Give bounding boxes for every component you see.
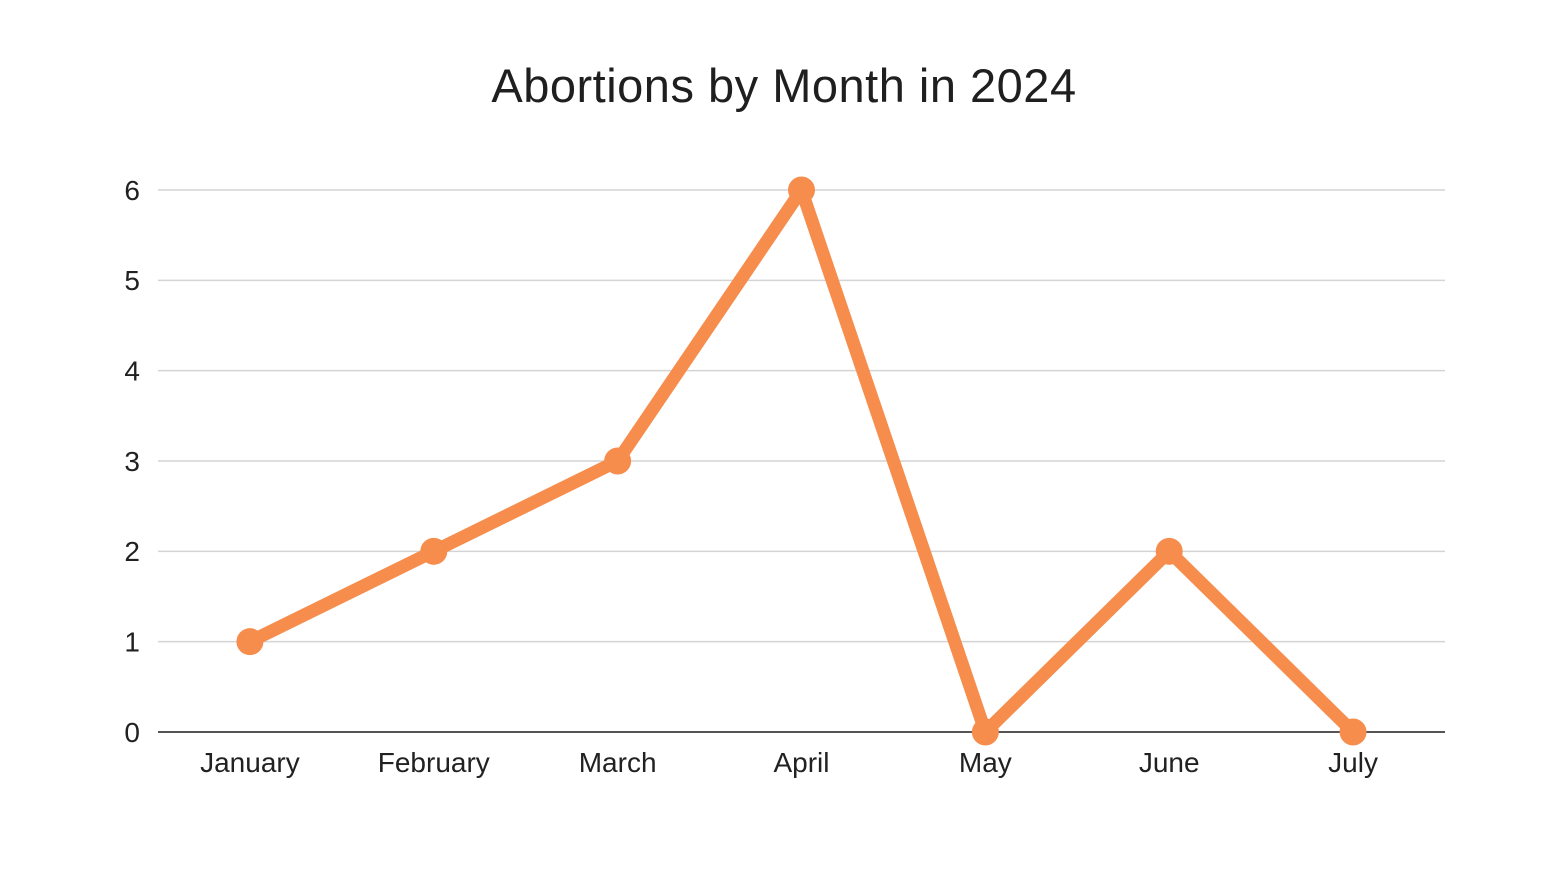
x-axis-label: June [1139,747,1200,778]
x-axis-label: March [579,747,657,778]
x-axis-label: January [200,747,300,778]
x-axis-label: February [378,747,490,778]
x-axis-label: May [959,747,1012,778]
x-axis-label: April [773,747,829,778]
data-point [236,628,264,656]
y-tick-label: 0 [124,717,140,748]
data-point [971,718,999,746]
x-axis-label: July [1328,747,1378,778]
data-point [1155,537,1183,565]
data-point [604,447,632,475]
y-tick-label: 4 [124,355,140,386]
data-point [788,176,815,204]
data-point [420,537,448,565]
chart-title: Abortions by Month in 2024 [491,59,1077,112]
y-tick-label: 3 [124,446,140,477]
y-tick-label: 5 [124,265,140,296]
data-point [1339,718,1367,746]
y-tick-label: 2 [124,536,140,567]
y-tick-label: 6 [124,175,140,206]
y-tick-label: 1 [124,626,140,657]
